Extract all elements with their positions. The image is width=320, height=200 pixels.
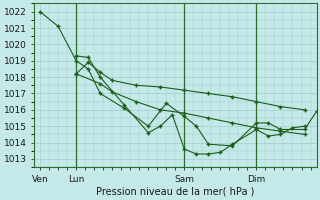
X-axis label: Pression niveau de la mer( hPa ): Pression niveau de la mer( hPa ) — [96, 187, 254, 197]
